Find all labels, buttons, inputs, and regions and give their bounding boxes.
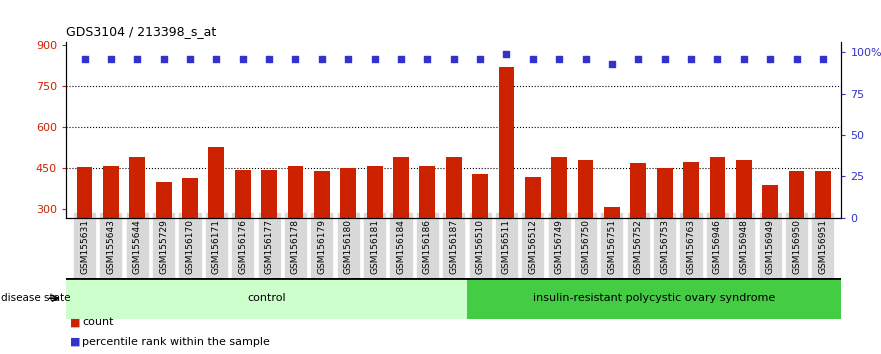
Text: ■: ■: [70, 337, 81, 347]
Bar: [467, 278, 841, 319]
Point: [816, 56, 830, 62]
Point: [104, 56, 118, 62]
Bar: [366, 166, 382, 218]
Text: count: count: [82, 318, 114, 327]
Bar: [77, 167, 93, 218]
Bar: [762, 185, 778, 218]
Point: [579, 56, 593, 62]
Point: [262, 56, 276, 62]
Bar: [631, 163, 647, 218]
Bar: [656, 169, 672, 218]
Point: [763, 56, 777, 62]
Bar: [683, 161, 699, 218]
Bar: [261, 170, 277, 218]
Bar: [130, 158, 145, 218]
Bar: [235, 170, 251, 218]
Point: [420, 56, 434, 62]
Bar: [393, 158, 409, 218]
Bar: [287, 166, 303, 218]
Point: [526, 56, 540, 62]
Bar: [472, 174, 488, 218]
Bar: [182, 178, 198, 218]
Text: ■: ■: [70, 318, 81, 327]
Point: [394, 56, 408, 62]
Point: [288, 56, 302, 62]
Point: [78, 56, 92, 62]
Bar: [525, 177, 541, 218]
Point: [315, 56, 329, 62]
Bar: [815, 171, 831, 218]
Point: [210, 56, 224, 62]
Text: control: control: [248, 293, 286, 303]
Text: insulin-resistant polycystic ovary syndrome: insulin-resistant polycystic ovary syndr…: [533, 293, 775, 303]
Point: [552, 56, 566, 62]
Bar: [604, 207, 620, 218]
Point: [236, 56, 250, 62]
Bar: [499, 67, 515, 218]
Bar: [103, 166, 119, 218]
Point: [447, 56, 461, 62]
Bar: [709, 158, 725, 218]
Point: [367, 56, 381, 62]
Text: GDS3104 / 213398_s_at: GDS3104 / 213398_s_at: [66, 25, 217, 38]
Bar: [156, 182, 172, 218]
Point: [183, 56, 197, 62]
Point: [632, 56, 646, 62]
Point: [341, 56, 355, 62]
Bar: [736, 160, 751, 218]
Point: [710, 56, 724, 62]
Point: [500, 51, 514, 57]
Point: [657, 56, 671, 62]
Point: [737, 56, 751, 62]
Bar: [446, 158, 462, 218]
Point: [684, 56, 698, 62]
Point: [473, 56, 487, 62]
Bar: [419, 166, 435, 218]
Point: [130, 56, 144, 62]
Text: percentile rank within the sample: percentile rank within the sample: [82, 337, 270, 347]
Bar: [552, 158, 567, 218]
Point: [605, 61, 619, 67]
Point: [157, 56, 171, 62]
Bar: [314, 171, 329, 218]
Bar: [788, 171, 804, 218]
Point: [789, 56, 803, 62]
Bar: [66, 278, 467, 319]
Bar: [340, 169, 356, 218]
Text: disease state: disease state: [1, 293, 70, 303]
Bar: [209, 147, 225, 218]
Bar: [578, 160, 594, 218]
